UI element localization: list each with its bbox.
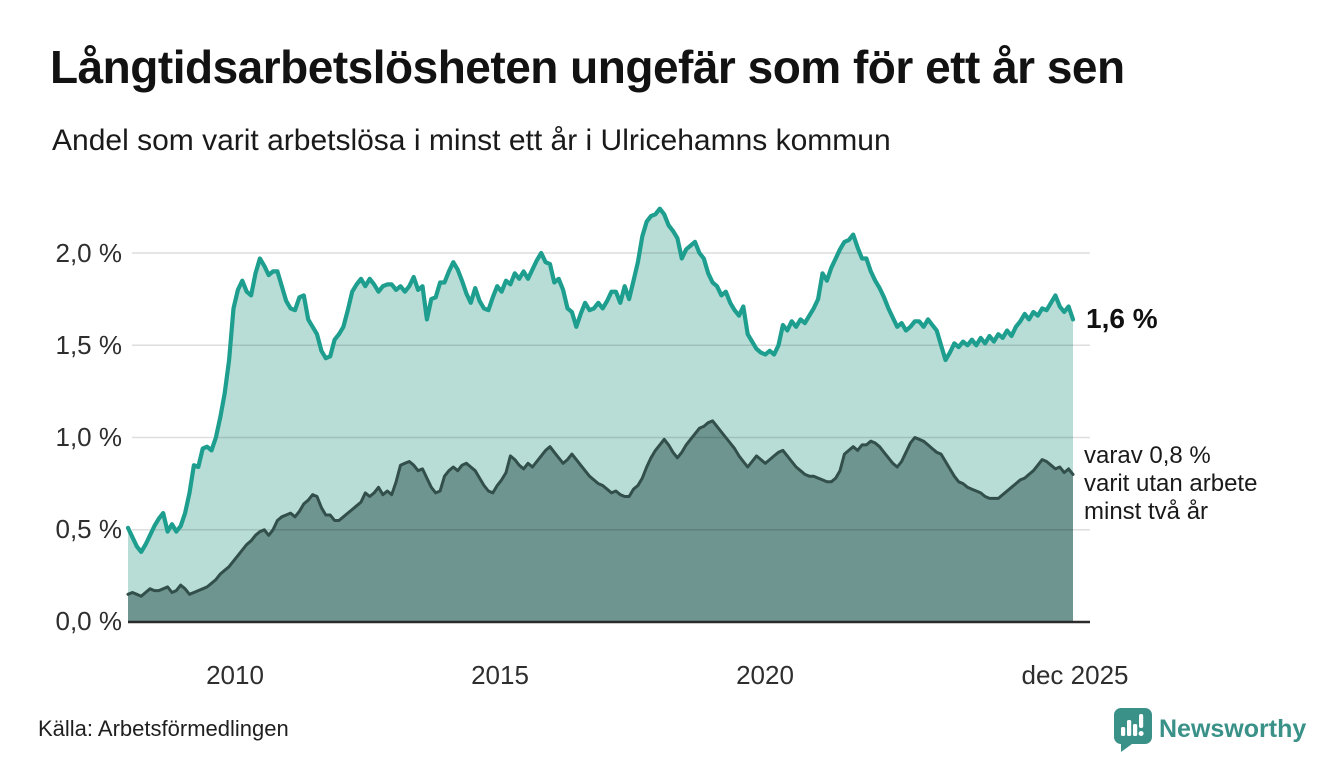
x-tick-label-2010: 2010 bbox=[206, 660, 264, 690]
newsworthy-icon bbox=[1114, 708, 1152, 752]
y-tick-label-2-0: 2,0 % bbox=[55, 238, 123, 268]
series-line-min-two-years bbox=[126, 419, 1075, 598]
x-tick-label-2015: 2015 bbox=[471, 660, 529, 690]
x-tick-label-2020: 2020 bbox=[736, 660, 794, 690]
series-area-min-one-year bbox=[128, 208, 1073, 622]
y-tick-label-0-5: 0,5 % bbox=[55, 514, 123, 544]
page-subtitle: Andel som varit arbetslösa i minst ett å… bbox=[52, 124, 891, 157]
series-area-min-two-years bbox=[128, 420, 1073, 622]
source-note: Källa: Arbetsförmedlingen bbox=[38, 716, 289, 741]
y-tick-label-1-5: 1,5 % bbox=[55, 330, 123, 360]
end-value-label: 1,6 % bbox=[1086, 303, 1158, 334]
brand-logo: Newsworthy bbox=[1112, 706, 1306, 753]
end-note-line-2: varit utan arbete bbox=[1084, 470, 1258, 497]
x-tick-label-dec-2025: dec 2025 bbox=[1021, 660, 1129, 690]
end-note-label: varav 0,8 % varit utan arbete minst två … bbox=[1084, 442, 1257, 526]
brand-name: Newsworthy bbox=[1159, 715, 1307, 743]
y-tick-label-0-0: 0,0 % bbox=[55, 606, 123, 636]
end-note-line-3: minst två år bbox=[1084, 498, 1209, 525]
end-note-line-1: varav 0,8 % bbox=[1084, 442, 1211, 469]
page-title: Långtidsarbetslösheten ungefär som för e… bbox=[50, 41, 1125, 93]
y-tick-label-1-0: 1,0 % bbox=[55, 422, 123, 452]
series-line-min-one-year bbox=[125, 206, 1076, 554]
